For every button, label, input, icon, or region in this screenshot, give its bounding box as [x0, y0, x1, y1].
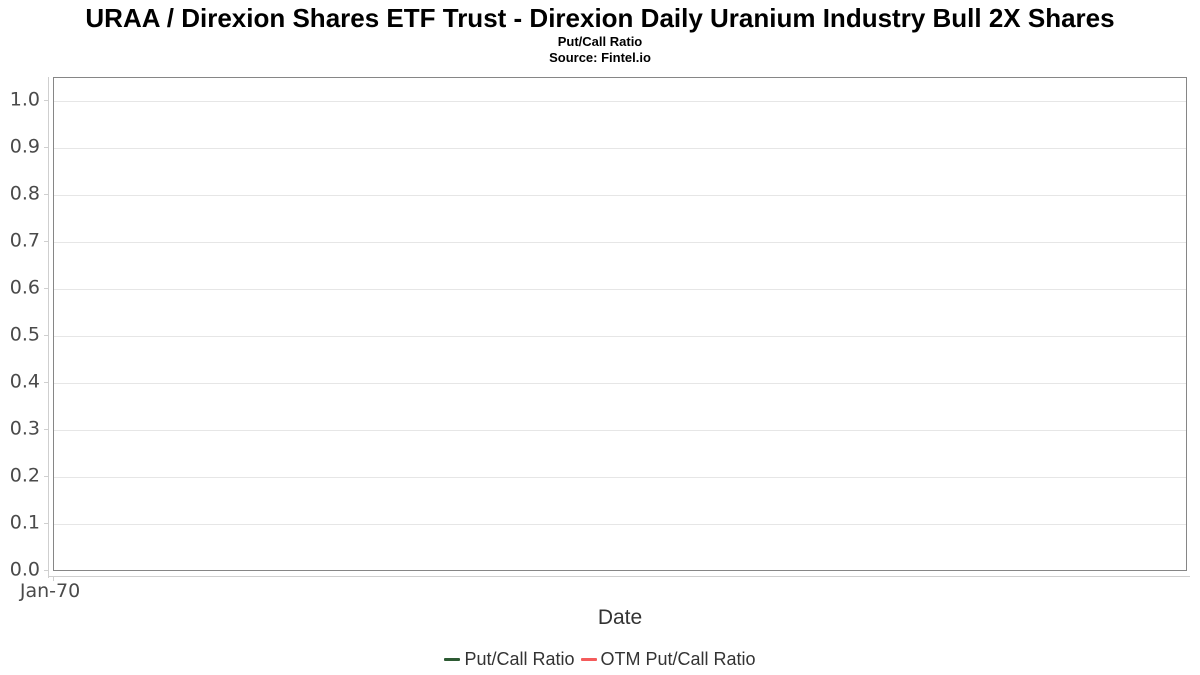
x-axis-title: Date [597, 606, 643, 629]
legend-marker-icon [444, 657, 461, 661]
legend: Put/Call Ratio OTM Put/Call Ratio [0, 645, 1200, 673]
y-axis-tick-label: 0.0 [9, 558, 40, 581]
x-axis-tick [53, 576, 54, 581]
legend-marker-icon [580, 657, 597, 661]
y-axis-tick-label: 0.6 [9, 276, 40, 299]
y-axis-tick-label: 0.2 [9, 464, 40, 487]
y-gridline [54, 148, 1186, 149]
y-axis-tick [44, 523, 48, 524]
y-axis-tick-label: 0.4 [9, 370, 40, 393]
y-axis-tick [44, 194, 48, 195]
y-gridline [54, 524, 1186, 525]
y-gridline [54, 195, 1186, 196]
legend-label: Put/Call Ratio [464, 648, 575, 669]
y-axis-tick-label: 0.7 [9, 229, 40, 252]
y-axis-tick [44, 147, 48, 148]
y-axis-tick-label: 0.3 [9, 417, 40, 440]
y-axis-tick-label: 1.0 [9, 88, 40, 111]
y-gridline [54, 101, 1186, 102]
x-axis-line [48, 576, 1190, 577]
y-axis-tick [44, 429, 48, 430]
y-axis-tick-label: 0.9 [9, 135, 40, 158]
legend-item-otm-put-call-ratio[interactable]: OTM Put/Call Ratio [580, 648, 756, 670]
chart-title: URAA / Direxion Shares ETF Trust - Direx… [85, 3, 1115, 33]
y-gridline [54, 289, 1186, 290]
y-axis-tick [44, 100, 48, 101]
y-axis-tick [44, 288, 48, 289]
y-axis-tick-label: 0.8 [9, 182, 40, 205]
y-axis-tick [44, 241, 48, 242]
y-axis-tick-label: 0.1 [9, 511, 40, 534]
chart-source-label: Source: Fintel.io [549, 50, 651, 65]
y-gridline [54, 430, 1186, 431]
y-gridline [54, 336, 1186, 337]
y-gridline [54, 477, 1186, 478]
y-axis-tick [44, 335, 48, 336]
y-gridline [54, 383, 1186, 384]
plot-area [53, 77, 1187, 571]
x-axis-tick-label: Jan-70 [19, 580, 81, 602]
y-axis-tick [44, 476, 48, 477]
y-axis-line [48, 77, 49, 578]
y-axis-tick [44, 570, 48, 571]
y-gridline [54, 242, 1186, 243]
legend-label: OTM Put/Call Ratio [600, 648, 756, 669]
legend-item-put-call-ratio[interactable]: Put/Call Ratio [444, 648, 575, 670]
y-axis-tick [44, 382, 48, 383]
chart-subtitle: Put/Call Ratio [557, 34, 643, 49]
y-axis-tick-label: 0.5 [9, 323, 40, 346]
